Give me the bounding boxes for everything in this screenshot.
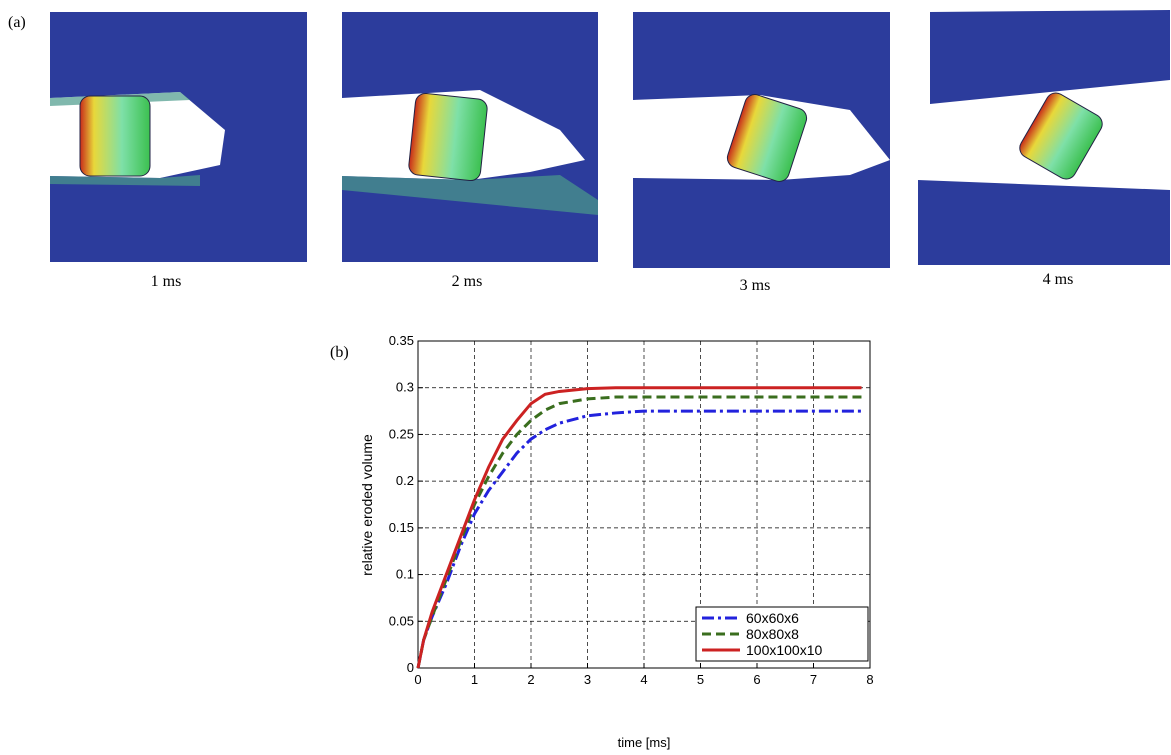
simulation-frame <box>918 10 1170 265</box>
x-tick-label: 4 <box>640 672 647 687</box>
y-tick-label: 0.15 <box>389 520 414 535</box>
simulation-frame <box>633 12 890 268</box>
x-tick-label: 8 <box>866 672 873 687</box>
x-tick-label: 3 <box>584 672 591 687</box>
frame-caption: 4 ms <box>1043 271 1074 288</box>
simulation-frame <box>50 12 307 262</box>
frame-caption: 3 ms <box>740 277 771 294</box>
x-tick-label: 7 <box>810 672 817 687</box>
legend-label: 60x60x6 <box>746 610 799 626</box>
y-tick-label: 0.1 <box>396 567 414 582</box>
x-tick-label: 0 <box>414 672 421 687</box>
x-tick-label: 1 <box>471 672 478 687</box>
y-tick-label: 0.3 <box>396 380 414 395</box>
x-tick-label: 5 <box>697 672 704 687</box>
frame-caption: 1 ms <box>151 273 182 290</box>
figure: (a) 1 ms 2 ms 3 ms 4 ms (b) time [ms] re… <box>0 0 1171 755</box>
y-tick-label: 0.2 <box>396 473 414 488</box>
simulation-frame <box>342 12 598 262</box>
panel-label: (a) <box>8 14 26 31</box>
y-tick-label: 0 <box>407 660 414 675</box>
y-tick-label: 0.35 <box>389 333 414 348</box>
panel-label: (b) <box>330 344 349 361</box>
x-axis-label: time [ms] <box>618 735 671 750</box>
y-tick-label: 0.05 <box>389 613 414 628</box>
x-tick-label: 2 <box>527 672 534 687</box>
frame-caption: 2 ms <box>452 273 483 290</box>
figure-canvas: (a) 1 ms 2 ms 3 ms 4 ms (b) time [ms] re… <box>0 0 1171 755</box>
legend-label: 80x80x8 <box>746 626 799 642</box>
y-axis-label: relative eroded volume <box>359 434 375 576</box>
legend-label: 100x100x10 <box>746 642 823 658</box>
x-tick-label: 6 <box>753 672 760 687</box>
y-tick-label: 0.25 <box>389 426 414 441</box>
